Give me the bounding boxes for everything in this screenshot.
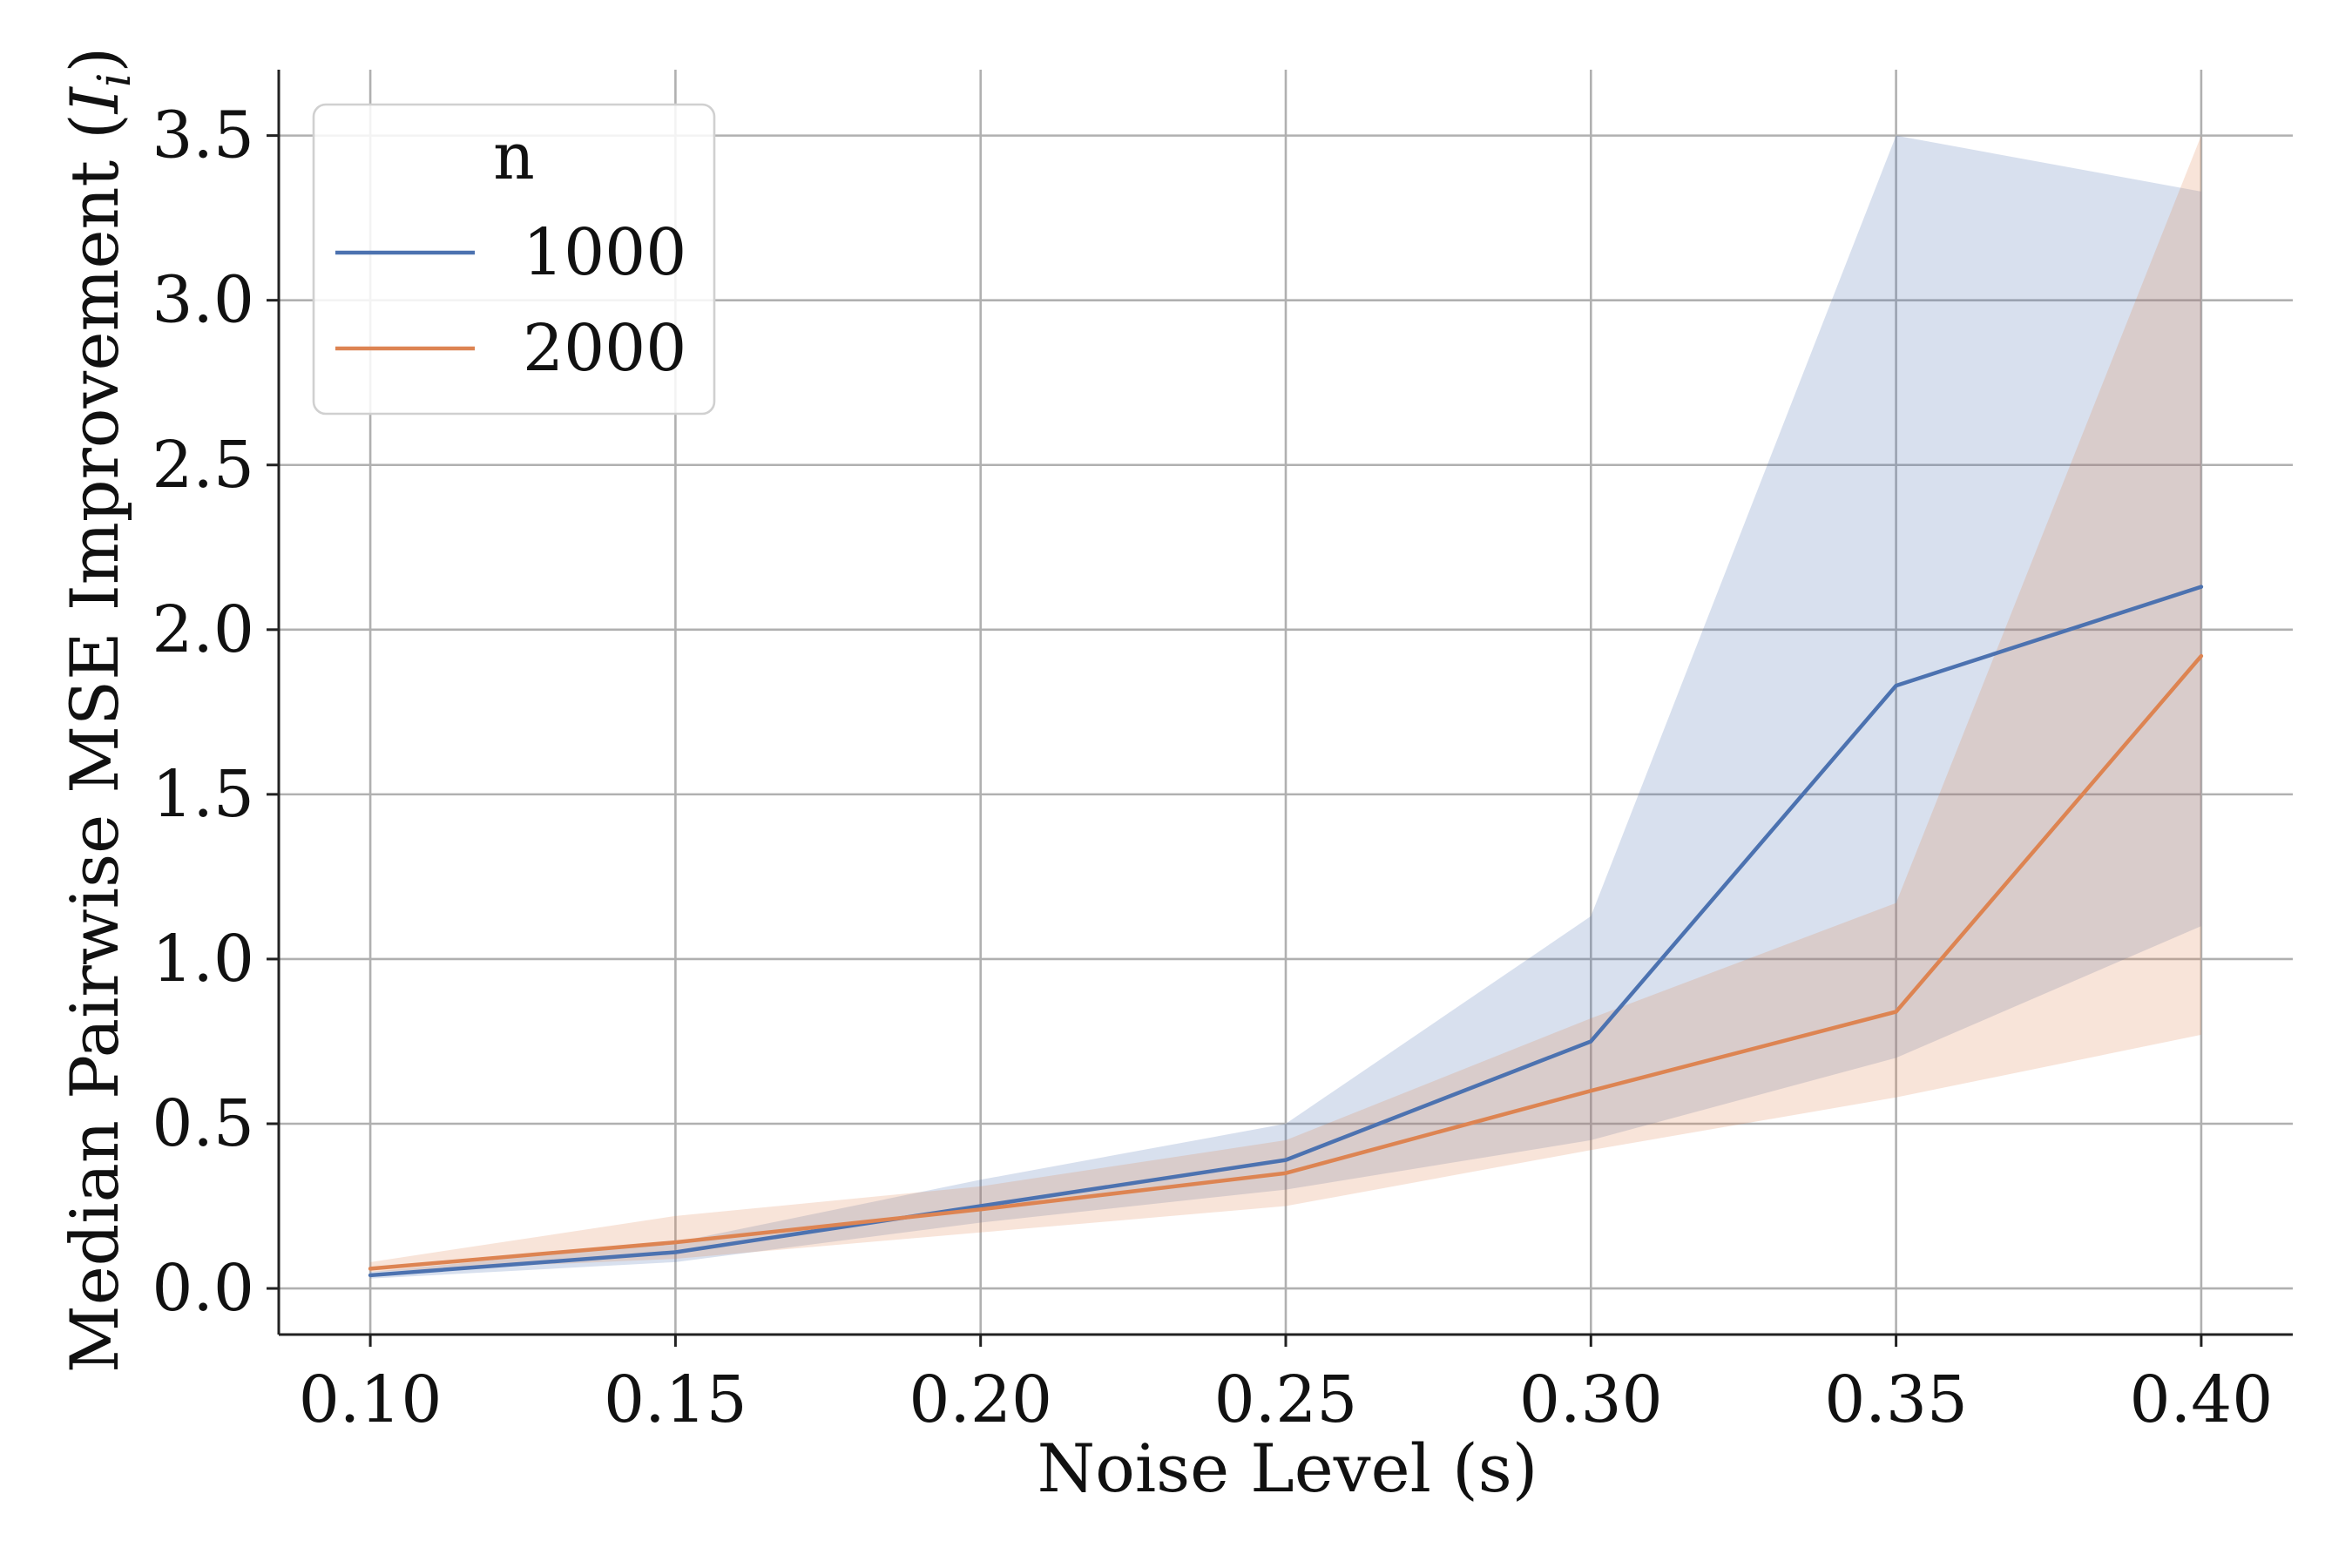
legend-box — [312, 103, 716, 416]
y-tick-label-1: 0.5 — [152, 1086, 254, 1161]
series-line-2000 — [368, 653, 2204, 1271]
y-tick-label-7: 3.5 — [152, 98, 254, 173]
y-tick-label-5: 2.5 — [152, 428, 254, 503]
x-tick-label-5: 0.35 — [1824, 1362, 1968, 1437]
x-tick-label-4: 0.30 — [1519, 1362, 1663, 1437]
y-tick-label-3: 1.5 — [152, 757, 254, 832]
x-tick-label-3: 0.25 — [1214, 1362, 1358, 1437]
x-tick-label-1: 0.15 — [604, 1362, 747, 1437]
legend: n 1000 2000 — [312, 103, 716, 416]
y-tick-label-2: 1.0 — [152, 922, 254, 997]
y-ticks: 0.0 0.5 1.0 1.5 2.0 2.5 3.0 3.5 — [152, 98, 279, 1326]
y-axis-title-suffix: ) — [56, 47, 133, 73]
grid — [279, 70, 2293, 1335]
y-tick-label-0: 0.0 — [152, 1251, 254, 1326]
x-tick-label-0: 0.10 — [299, 1362, 443, 1437]
confidence-band-1000 — [370, 135, 2201, 1279]
x-tick-label-2: 0.20 — [909, 1362, 1052, 1437]
confidence-bands — [370, 135, 2201, 1279]
legend-title: n — [493, 119, 535, 194]
x-ticks: 0.10 0.15 0.20 0.25 0.30 0.35 0.40 — [299, 1335, 2274, 1437]
y-axis-title-subscript: i — [89, 73, 141, 88]
y-tick-label-6: 3.0 — [152, 263, 254, 338]
y-axis-title: Median Pairwise MSE Improvement (Ii) — [56, 47, 141, 1373]
y-axis-title-main: Median Pairwise MSE Improvement ( — [56, 113, 133, 1373]
series-line-1000 — [368, 585, 2204, 1278]
y-axis-title-symbol: I — [56, 85, 133, 115]
series-lines — [368, 585, 2204, 1278]
x-axis-title: Noise Level (s) — [1037, 1429, 1538, 1507]
confidence-band-2000 — [370, 135, 2201, 1273]
legend-label-2000: 2000 — [523, 311, 686, 386]
legend-label-1000: 1000 — [523, 215, 686, 290]
x-tick-label-6: 0.40 — [2130, 1362, 2274, 1437]
y-tick-label-4: 2.0 — [152, 592, 254, 667]
